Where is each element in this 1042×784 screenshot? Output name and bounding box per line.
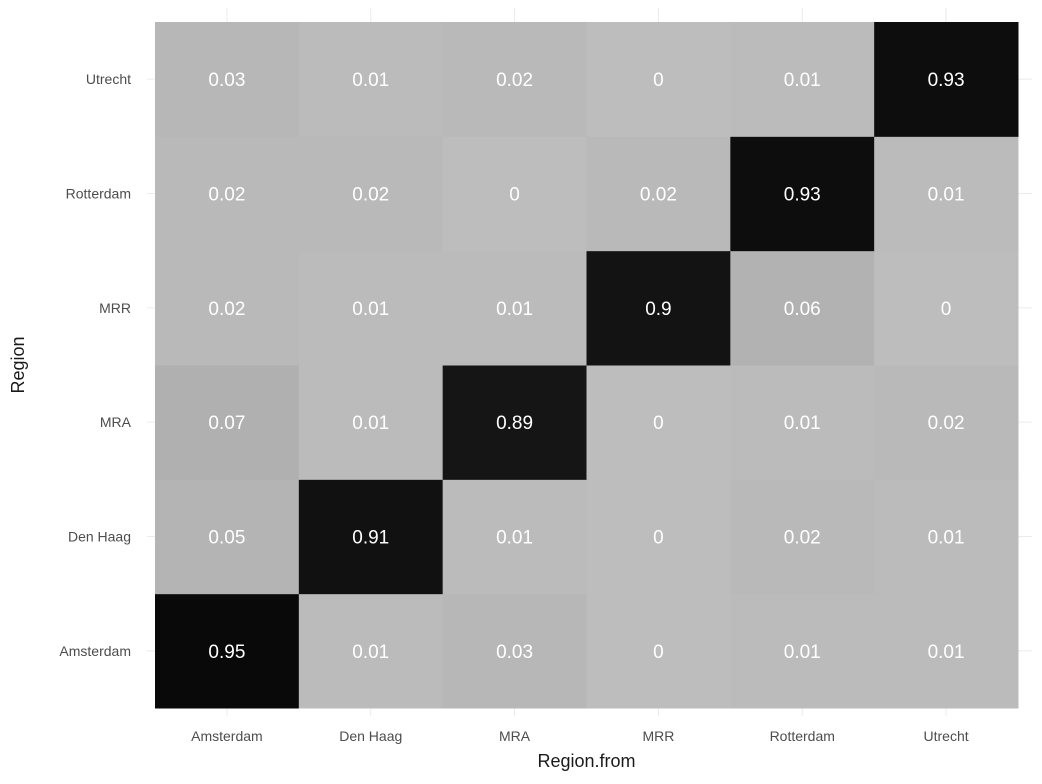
- x-tick-label: Den Haag: [339, 728, 402, 744]
- x-tick-labels: Amsterdam Den Haag MRA MRR Rotterdam Utrecht: [191, 728, 969, 744]
- cell-value-label: 0: [509, 185, 520, 206]
- heatmap-cell: [442, 365, 587, 480]
- cell-value-label: 0.01: [784, 70, 821, 91]
- cell-value-label: 0.95: [208, 642, 245, 663]
- cell-value-label: 0.02: [352, 185, 389, 206]
- cell-value-label: 0: [653, 413, 664, 434]
- cell-value-label: 0.01: [928, 185, 965, 206]
- cell-value-label: 0: [653, 70, 664, 91]
- heatmap-cell: [442, 136, 587, 252]
- heatmap-cell: [155, 593, 300, 709]
- heatmap-cell: [730, 136, 875, 252]
- cell-value-label: 0.02: [208, 185, 245, 206]
- heatmap-cell: [298, 479, 444, 595]
- cell-value-label: 0.01: [352, 299, 389, 320]
- cell-value-label: 0.91: [352, 528, 389, 549]
- cell-value-label: 0.01: [496, 528, 533, 549]
- heatmap-cell: [442, 22, 587, 137]
- cell-value-label: 0.01: [784, 413, 821, 434]
- x-axis-title: Region.from: [537, 751, 635, 771]
- cell-value-label: 0: [941, 299, 952, 320]
- y-tick-label: Den Haag: [68, 529, 131, 545]
- x-tick-label: Rotterdam: [770, 728, 835, 744]
- x-tick-label: Utrecht: [924, 728, 969, 744]
- cell-value-label: 0.9: [645, 299, 671, 320]
- heatmap-cell: [874, 479, 1019, 595]
- cell-value-label: 0.93: [784, 185, 821, 206]
- y-axis-title: Region: [8, 336, 28, 393]
- cell-value-label: 0.01: [928, 528, 965, 549]
- cell-value-label: 0.02: [208, 299, 245, 320]
- y-tick-label: MRA: [100, 414, 132, 430]
- heatmap-cell: [442, 479, 587, 595]
- cell-value-label: 0: [653, 642, 664, 663]
- heatmap-cell: [586, 250, 731, 366]
- heatmap-cell: [442, 593, 587, 709]
- heatmap-cell: [586, 22, 731, 137]
- cell-value-label: 0.01: [784, 642, 821, 663]
- heatmap-cell: [155, 136, 300, 252]
- heatmap-cell: [155, 479, 300, 595]
- heatmap-cell: [586, 593, 731, 709]
- y-tick-label: Utrecht: [86, 71, 131, 87]
- cell-value-label: 0.02: [928, 413, 965, 434]
- heatmap-cell: [298, 365, 444, 480]
- heatmap-cell: [730, 22, 875, 137]
- cell-value-label: 0.03: [208, 70, 245, 91]
- cell-value-label: 0.01: [352, 413, 389, 434]
- heatmap-cell: [298, 136, 444, 252]
- cell-value-label: 0.01: [928, 642, 965, 663]
- cell-value-label: 0: [653, 528, 664, 549]
- cell-value-label: 0.02: [784, 528, 821, 549]
- cell-value-label: 0.93: [928, 70, 965, 91]
- y-tick-labels: Amsterdam Den Haag MRA MRR Rotterdam Utrecht: [59, 71, 131, 659]
- cell-value-label: 0.05: [208, 528, 245, 549]
- heatmap-cell: [586, 136, 731, 252]
- x-tick-label: Amsterdam: [191, 728, 263, 744]
- heatmap-cell: [874, 136, 1019, 252]
- heatmap-cell: [155, 22, 300, 137]
- heatmap-cell: [155, 250, 300, 366]
- heatmap-cell: [730, 593, 875, 709]
- cell-value-label: 0.02: [496, 70, 533, 91]
- heatmap-cell: [730, 250, 875, 366]
- cell-value-label: 0.89: [496, 413, 533, 434]
- heatmap-cell: [586, 365, 731, 480]
- heatmap-cell: [586, 479, 731, 595]
- heatmap-cell: [155, 365, 300, 480]
- cell-value-label: 0.07: [208, 413, 245, 434]
- y-tick-label: Amsterdam: [59, 643, 131, 659]
- heatmap-cell: [874, 593, 1019, 709]
- heatmap-cells: [155, 22, 1019, 709]
- heatmap-cell: [298, 22, 444, 137]
- cell-value-label: 0.01: [352, 642, 389, 663]
- heatmap-cell: [298, 250, 444, 366]
- cell-value-label: 0.02: [640, 185, 677, 206]
- x-tick-label: MRR: [642, 728, 674, 744]
- heatmap-cell: [442, 250, 587, 366]
- cell-value-label: 0.01: [352, 70, 389, 91]
- y-tick-label: MRR: [99, 300, 131, 316]
- cell-value-label: 0.01: [496, 299, 533, 320]
- heatmap-cell: [874, 365, 1019, 480]
- heatmap-cell: [874, 250, 1019, 366]
- heatmap-cell: [730, 365, 875, 480]
- heatmap-cell: [298, 593, 444, 709]
- y-tick-label: Rotterdam: [66, 186, 131, 202]
- cell-value-label: 0.06: [784, 299, 821, 320]
- cell-value-labels: 0.95 0.01 0.03 0 0.01 0.01 0.05 0.91 0.01 0 0.02 0.…: [208, 70, 964, 663]
- cell-value-label: 0.03: [496, 642, 533, 663]
- heatmap-cell: [730, 479, 875, 595]
- heatmap-cell: [874, 22, 1019, 137]
- x-tick-label: MRA: [499, 728, 531, 744]
